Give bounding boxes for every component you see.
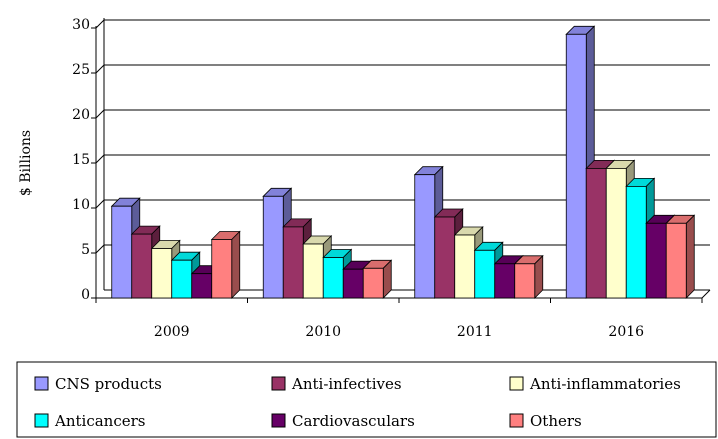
x-tick-label: 2011: [457, 324, 493, 340]
gridline-depth: [95, 199, 105, 209]
legend-swatch: [509, 376, 524, 391]
legend-label: Anti-inflammatories: [529, 375, 681, 393]
y-tick-label: 25: [72, 62, 90, 78]
x-tick-label: 2016: [608, 324, 644, 340]
legend-item: Anti-infectives: [271, 375, 402, 393]
legend-item: CNS products: [34, 375, 162, 393]
y-tick-label: 20: [72, 107, 90, 123]
legend-swatch: [34, 413, 49, 428]
legend-label: Cardiovasculars: [292, 412, 415, 430]
bars: [110, 25, 696, 299]
gridline-depth: [95, 19, 105, 29]
legend-item: Anticancers: [34, 412, 145, 430]
y-axis-title: $ Billions: [18, 130, 34, 196]
legend-box: [16, 361, 717, 438]
bar-2009-others: [210, 230, 241, 299]
legend-swatch: [271, 413, 286, 428]
legend-swatch: [509, 413, 524, 428]
x-tick-label: 2009: [154, 324, 190, 340]
floor-end-edge: [701, 289, 711, 299]
bar-2011-others: [513, 254, 544, 299]
x-tick-label: 2010: [305, 324, 341, 340]
y-tick-label: 10: [72, 197, 90, 213]
y-tick-label: 30: [72, 17, 90, 33]
legend-swatch: [34, 376, 49, 391]
legend-item: Anti-inflammatories: [509, 375, 681, 393]
legend-swatch: [271, 376, 286, 391]
bar-2016-others: [665, 214, 696, 299]
gridlines: [95, 19, 710, 254]
y-tick-label: 5: [81, 242, 90, 258]
legend-item: Cardiovasculars: [271, 412, 415, 430]
gridline-depth: [95, 244, 105, 254]
gridline-depth: [95, 109, 105, 119]
legend-label: Others: [530, 412, 582, 430]
legend-label: Anticancers: [54, 412, 145, 430]
y-tick-label: 0: [81, 287, 90, 303]
tick-labels: 0 5 10 15 20 25 30 2009 2010 2011 2016: [72, 17, 644, 340]
legend-label: Anti-infectives: [291, 375, 402, 393]
y-tick-label: 15: [72, 152, 90, 168]
gridline-depth: [95, 154, 105, 164]
bar-2010-others: [362, 259, 393, 299]
gridline-depth: [95, 64, 105, 74]
legend: CNS products Anti-infectives Anti-inflamma…: [16, 361, 717, 438]
legend-item: Others: [509, 412, 582, 430]
legend-label: CNS products: [55, 375, 162, 393]
